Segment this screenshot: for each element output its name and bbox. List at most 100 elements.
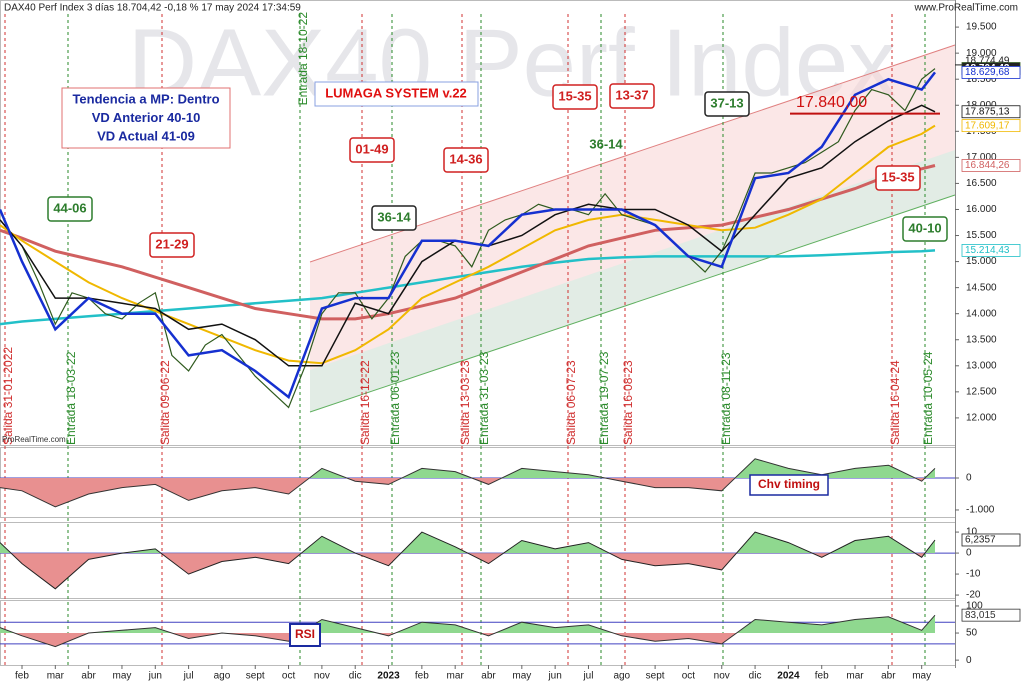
last-value-label: 17.875,13	[965, 106, 1010, 117]
x-tick-label: may	[912, 671, 931, 682]
annotation-label: 01-49	[355, 141, 388, 156]
y-tick-label: 14.000	[966, 308, 997, 319]
y-tick-label: 17.000	[966, 152, 997, 163]
osc-area-down	[0, 633, 935, 647]
x-tick-label: ago	[613, 671, 630, 682]
y-tick-label: 13.000	[966, 360, 997, 371]
y-tick-label: 14.500	[966, 282, 997, 293]
x-tick-label: feb	[15, 671, 29, 682]
x-tick-label: nov	[314, 671, 330, 682]
signal-label: Entrada 19-07-23	[597, 351, 611, 445]
osc-area-down	[0, 553, 935, 589]
annotation-label: 21-29	[155, 236, 188, 251]
signal-label: Salida 13-03-23	[458, 360, 472, 445]
annotation-box	[443, 147, 489, 173]
annotation-box	[552, 84, 598, 110]
info-line: Tendencia a MP: Dentro	[72, 91, 219, 106]
high-label: 18.774,49	[965, 56, 1010, 67]
last-value-tag	[961, 533, 1021, 547]
last-value-label: 16.844,26	[965, 160, 1010, 171]
y-tick-label: 0	[966, 655, 972, 666]
x-tick-label: may	[113, 671, 132, 682]
pane-name-box	[289, 623, 321, 647]
osc-line	[0, 458, 936, 508]
channel-lower	[310, 150, 955, 412]
last-value-label: 6,2357	[965, 535, 996, 546]
info-box	[61, 87, 231, 149]
y-tick-label: 19.500	[966, 22, 997, 33]
watermark: DAX40 Perf Index	[128, 9, 896, 116]
x-tick-label: abr	[481, 671, 496, 682]
y-tick-label: 13.500	[966, 334, 997, 345]
osc-area-up	[309, 458, 935, 479]
y-tick-label: 12.500	[966, 386, 997, 397]
y-tick-label: 0	[966, 548, 972, 559]
x-tick-label: mar	[447, 671, 465, 682]
y-tick-label: 10	[966, 527, 978, 538]
y-tick-label: -10	[966, 569, 981, 580]
x-tick-label: ago	[214, 671, 231, 682]
x-tick-label: jul	[582, 671, 593, 682]
signal-label: Entrada 06-01-23	[388, 351, 402, 445]
system-label: LUMAGA SYSTEM v.22	[325, 85, 467, 100]
annotation-box	[875, 165, 921, 191]
osc-area-up	[0, 615, 935, 634]
y-tick-label: 15.500	[966, 230, 997, 241]
last-value-tag	[961, 159, 1021, 172]
annotation-label: 40-10	[908, 220, 941, 235]
y-tick-label: 50	[966, 628, 978, 639]
annotation-box	[704, 91, 750, 117]
credit: ProRealTime.com	[2, 435, 66, 444]
x-tick-label: feb	[415, 671, 429, 682]
info-line: VD Anterior 40-10	[92, 110, 201, 125]
channel-lower-line	[309, 194, 956, 413]
y-tick-label: -20	[966, 590, 981, 601]
signal-label: Salida 31-01-2022	[1, 347, 15, 445]
y-tick-label: 100	[966, 601, 983, 612]
x-tick-label: mar	[47, 671, 65, 682]
last-value-tag	[961, 105, 1021, 119]
series-line	[0, 124, 936, 365]
annotation-box	[149, 232, 195, 258]
x-tick-label: sept	[246, 671, 265, 682]
last-value-label: 83,015	[965, 610, 996, 621]
signal-label: Salida 16-04-24	[888, 360, 902, 445]
y-tick-label: 16.000	[966, 204, 997, 215]
annotation-label: 15-35	[881, 169, 914, 184]
annotation-label: 15-35	[558, 88, 591, 103]
series-line	[0, 68, 936, 409]
last-value-tag	[961, 608, 1021, 622]
x-tick-label: abr	[81, 671, 96, 682]
y-tick-label: -1.000	[966, 505, 995, 516]
signal-label: Entrada 18-10-22	[296, 12, 310, 106]
annotation-label: 44-06	[53, 200, 86, 215]
x-tick-label: mar	[846, 671, 864, 682]
y-tick-label: 15.000	[966, 256, 997, 267]
annotation-box	[47, 196, 93, 222]
signal-label: Entrada 18-03-22	[64, 351, 78, 445]
annotation-label: 37-13	[710, 95, 743, 110]
annotation-box	[371, 205, 417, 231]
signal-label: Entrada 08-11-23	[719, 352, 733, 445]
signal-label: Entrada 10-05-24	[921, 351, 935, 445]
y-tick-label: 0	[966, 473, 972, 484]
last-value-label: 18.629,68	[965, 67, 1010, 78]
annotation-label: 14-36	[449, 151, 482, 166]
x-year-label: 2024	[777, 671, 800, 682]
x-tick-label: abr	[881, 671, 896, 682]
y-tick-label: 19.000	[966, 48, 997, 59]
y-tick-label: 16.500	[966, 178, 997, 189]
last-value-tag	[961, 66, 1021, 79]
x-tick-label: dic	[349, 671, 362, 682]
signal-label: Salida 09-06-22	[158, 360, 172, 445]
x-tick-label: jul	[183, 671, 194, 682]
y-tick-label: 18.500	[966, 74, 997, 85]
x-year-label: 2023	[377, 671, 400, 682]
annotation-box	[609, 83, 655, 109]
osc-line	[0, 531, 936, 590]
x-tick-label: oct	[682, 671, 696, 682]
signal-label: Salida 16-08-23	[621, 360, 635, 445]
x-tick-label: feb	[815, 671, 829, 682]
osc-line	[0, 614, 936, 648]
osc-area-up	[0, 532, 935, 554]
